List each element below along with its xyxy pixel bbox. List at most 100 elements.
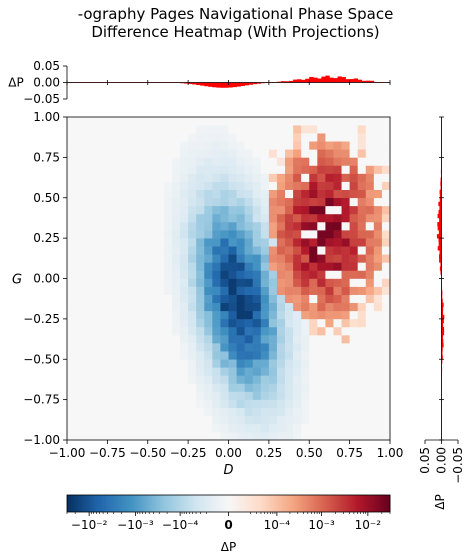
- heatmap-cell: [212, 149, 221, 158]
- heatmap-cell: [180, 407, 189, 417]
- heatmap-cell: [99, 149, 108, 158]
- heatmap-cell: [107, 399, 116, 409]
- heatmap-cell: [260, 221, 270, 231]
- heatmap-cell: [147, 221, 157, 231]
- right-marginal-bar: [441, 310, 444, 316]
- heatmap-cell: [163, 246, 173, 255]
- heatmap-cell: [75, 181, 84, 190]
- heatmap-cell: [220, 302, 229, 312]
- heatmap-cell: [131, 407, 140, 417]
- colorbar-tick-label: 10⁻⁴: [264, 518, 291, 532]
- heatmap-cell: [75, 359, 84, 368]
- heatmap-cell: [188, 165, 197, 174]
- heatmap-cell: [67, 165, 76, 174]
- heatmap-cell: [309, 173, 318, 182]
- heatmap-cell: [123, 173, 132, 182]
- heatmap-cell: [293, 326, 302, 336]
- heatmap-cell: [325, 326, 334, 336]
- heatmap-cell: [99, 367, 108, 376]
- heatmap-cell: [252, 205, 262, 215]
- heatmap-cell: [365, 181, 375, 190]
- heatmap-cell: [301, 205, 310, 215]
- heatmap-cell: [349, 133, 359, 142]
- heatmap-cell: [357, 254, 367, 263]
- heatmap-cell: [252, 423, 262, 433]
- heatmap-cell: [163, 173, 173, 182]
- heatmap-cell: [365, 318, 375, 328]
- y-tick-label: −0.75: [23, 393, 60, 407]
- heatmap-cell: [139, 359, 149, 368]
- right-marginal-bar: [441, 302, 444, 308]
- heatmap-cell: [301, 197, 310, 207]
- heatmap-cell: [333, 133, 342, 142]
- heatmap-cell: [204, 230, 213, 239]
- heatmap-cell: [252, 407, 262, 417]
- heatmap-cell: [155, 221, 165, 231]
- heatmap-cell: [268, 141, 278, 150]
- heatmap-cell: [139, 383, 149, 392]
- heatmap-cell: [171, 359, 181, 368]
- heatmap-cell: [381, 278, 391, 287]
- heatmap-cell: [228, 423, 237, 433]
- heatmap-cell: [123, 310, 132, 320]
- heatmap-cell: [301, 326, 310, 336]
- heatmap-cell: [260, 375, 270, 384]
- heatmap-cell: [276, 141, 286, 150]
- colorbar-segment: [143, 495, 147, 512]
- heatmap-cell: [293, 254, 302, 263]
- heatmap-cell: [341, 262, 350, 271]
- right-marginal-bar: [439, 258, 442, 263]
- heatmap-cell: [333, 343, 342, 352]
- heatmap-cell: [163, 181, 173, 190]
- heatmap-cell: [293, 335, 302, 344]
- heatmap-cell: [91, 141, 100, 150]
- heatmap-cell: [155, 375, 165, 384]
- heatmap-cell: [276, 270, 286, 279]
- heatmap-cell: [260, 141, 270, 150]
- heatmap-cell: [188, 335, 197, 344]
- colorbar-segment: [301, 495, 304, 512]
- heatmap-cell: [163, 189, 173, 199]
- heatmap-cell: [123, 262, 132, 271]
- heatmap-cell: [357, 262, 367, 271]
- top-marginal-bar: [325, 75, 330, 83]
- heatmap-cell: [107, 343, 116, 352]
- heatmap-cell: [123, 399, 132, 409]
- heatmap-cell: [147, 117, 157, 126]
- heatmap-cell: [357, 294, 367, 304]
- heatmap-cell: [139, 423, 149, 433]
- heatmap-cell: [349, 302, 359, 312]
- heatmap-cell: [228, 431, 237, 441]
- heatmap-cell: [107, 173, 116, 182]
- heatmap-cell: [260, 246, 270, 255]
- heatmap-cell: [333, 157, 342, 166]
- right-marginal-label: ΔP: [433, 494, 447, 509]
- heatmap-cell: [67, 415, 76, 425]
- heatmap-cell: [139, 221, 149, 231]
- heatmap-cell: [188, 286, 197, 295]
- colorbar-segment: [91, 495, 94, 512]
- heatmap-cell: [333, 213, 342, 223]
- heatmap-cell: [373, 173, 383, 182]
- colorbar-segment: [125, 495, 128, 512]
- heatmap-cell: [212, 141, 221, 150]
- heatmap-cell: [301, 270, 310, 279]
- heatmap-cell: [196, 149, 205, 158]
- colorbar-segment: [93, 495, 96, 512]
- colorbar-segment: [351, 495, 355, 512]
- heatmap-cell: [171, 407, 181, 417]
- top-marginal-bar: [224, 82, 229, 88]
- heatmap-cell: [131, 399, 140, 409]
- heatmap-cell: [285, 254, 294, 263]
- heatmap-cell: [309, 399, 318, 409]
- colorbar-segment: [182, 495, 185, 512]
- heatmap-cell: [83, 359, 92, 368]
- heatmap-cell: [309, 391, 318, 400]
- colorbar-segment: [117, 495, 120, 512]
- right-marginal-tick-label: 0.05: [418, 447, 432, 474]
- heatmap-cell: [163, 270, 173, 279]
- heatmap-cell: [123, 181, 132, 190]
- heatmap-cell: [212, 326, 221, 336]
- heatmap-cell: [180, 149, 189, 158]
- heatmap-cell: [204, 173, 213, 182]
